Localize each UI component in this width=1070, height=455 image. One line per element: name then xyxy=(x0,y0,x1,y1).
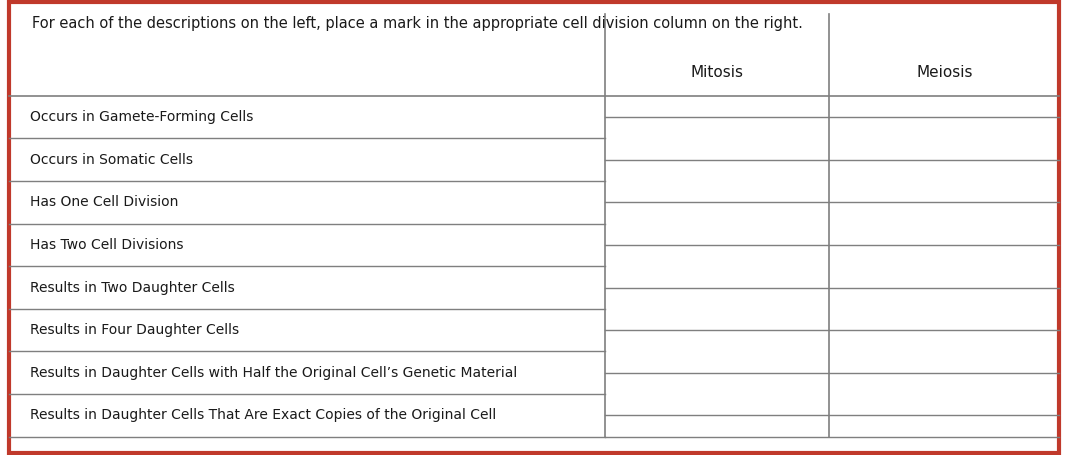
Text: For each of the descriptions on the left, place a mark in the appropriate cell d: For each of the descriptions on the left… xyxy=(32,16,802,31)
Text: Results in Four Daughter Cells: Results in Four Daughter Cells xyxy=(30,323,239,337)
Text: Mitosis: Mitosis xyxy=(690,66,744,80)
Text: Occurs in Somatic Cells: Occurs in Somatic Cells xyxy=(30,152,193,167)
Text: Has One Cell Division: Has One Cell Division xyxy=(30,195,179,209)
Text: Results in Daughter Cells That Are Exact Copies of the Original Cell: Results in Daughter Cells That Are Exact… xyxy=(30,409,496,423)
Text: Occurs in Gamete-Forming Cells: Occurs in Gamete-Forming Cells xyxy=(30,110,254,124)
Text: Meiosis: Meiosis xyxy=(916,66,973,80)
Text: Results in Two Daughter Cells: Results in Two Daughter Cells xyxy=(30,280,234,294)
Text: Has Two Cell Divisions: Has Two Cell Divisions xyxy=(30,238,183,252)
Text: Results in Daughter Cells with Half the Original Cell’s Genetic Material: Results in Daughter Cells with Half the … xyxy=(30,366,517,380)
